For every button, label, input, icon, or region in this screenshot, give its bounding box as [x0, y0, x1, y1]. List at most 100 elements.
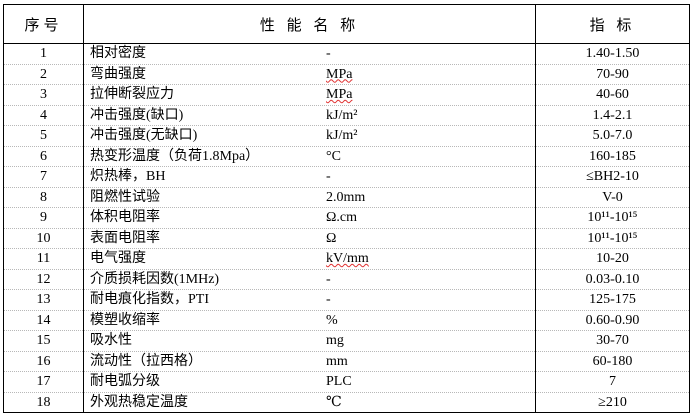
- property-name: 体积电阻率: [90, 210, 160, 226]
- property-name: 流动性（拉西格）: [90, 353, 202, 369]
- properties-table: 序号 性 能 名 称 指 标 1 相对密度 -1.40-1.50 2 弯曲强度 MPa 70…: [3, 4, 690, 413]
- property-unit: Ω.cm: [326, 210, 358, 225]
- row-number: 14: [3, 310, 84, 331]
- table-row: 17 耐电弧分级 PLC 7: [3, 371, 690, 393]
- table-row: 7 炽热棒，BH - ≤BH2-10: [3, 166, 690, 188]
- row-number: 1: [3, 43, 84, 65]
- property-value: 7: [535, 371, 690, 393]
- property-cell: 冲击强度(缺口) kJ/m²: [83, 105, 536, 126]
- property-unit: kJ/m²: [326, 128, 358, 143]
- property-value: 60-180: [535, 351, 690, 372]
- property-cell: 炽热棒，BH -: [83, 166, 536, 188]
- property-name: 冲击强度(缺口): [90, 107, 184, 123]
- table-row: 15 吸水性 mg 30-70: [3, 330, 690, 352]
- row-number: 3: [3, 84, 84, 106]
- row-number: 16: [3, 351, 84, 372]
- row-number: 11: [3, 248, 84, 270]
- row-number: 9: [3, 207, 84, 229]
- row-number: 4: [3, 105, 84, 126]
- property-value: ≤BH2-10: [535, 166, 690, 188]
- property-unit: 2.0mm: [326, 189, 366, 205]
- header-spec: 指 标: [535, 4, 690, 44]
- property-cell: 拉伸断裂应力 MPa: [83, 84, 536, 106]
- table-row: 11 电气强度 kV/mm 10-20: [3, 248, 690, 270]
- table-row: 1 相对密度 - 1.40-1.50: [3, 43, 690, 65]
- property-name: 阻燃性试验: [90, 189, 160, 205]
- row-number: 12: [3, 269, 84, 290]
- table-row: 16 流动性（拉西格） mm 60-180: [3, 351, 690, 372]
- property-value: 30-70: [535, 330, 690, 352]
- property-name: 表面电阻率: [90, 230, 160, 246]
- row-number: 5: [3, 125, 84, 147]
- property-name: 耐电弧分级: [90, 374, 160, 390]
- table-row: 12 介质损耗因数(1MHz) - 0.03-0.10: [3, 269, 690, 290]
- row-number: 13: [3, 289, 84, 311]
- property-unit: ℃: [326, 394, 342, 410]
- property-name: 拉伸断裂应力: [90, 87, 174, 103]
- property-cell: 耐电弧分级 PLC: [83, 371, 536, 393]
- property-cell: 外观热稳定温度 ℃: [83, 392, 536, 413]
- property-cell: 体积电阻率 Ω.cm: [83, 207, 536, 229]
- property-cell: 耐电痕化指数，PTI -: [83, 289, 536, 311]
- table-row: 14 模塑收缩率% 0.60-0.90: [3, 310, 690, 331]
- property-value: 1.4-2.1: [535, 105, 690, 126]
- property-value: 5.0-7.0: [535, 125, 690, 147]
- property-value: 10-20: [535, 248, 690, 270]
- property-name: 吸水性: [90, 333, 132, 349]
- property-cell: 介质损耗因数(1MHz) -: [83, 269, 536, 290]
- property-unit: -: [326, 271, 331, 287]
- property-unit: PLC: [326, 374, 352, 389]
- property-name: 炽热棒，BH: [90, 169, 166, 185]
- property-value: 70-90: [535, 64, 690, 85]
- property-unit: -: [326, 292, 331, 307]
- row-number: 18: [3, 392, 84, 413]
- property-value: 125-175: [535, 289, 690, 311]
- property-unit: °C: [326, 148, 341, 164]
- property-unit: mg: [326, 333, 344, 348]
- property-value: 0.03-0.10: [535, 269, 690, 290]
- property-unit: mm: [326, 353, 348, 369]
- row-number: 6: [3, 146, 84, 167]
- property-unit: kV/mm: [326, 251, 369, 266]
- property-unit: kJ/m²: [326, 107, 358, 123]
- table-row: 13 耐电痕化指数，PTI - 125-175: [3, 289, 690, 311]
- property-value: 160-185: [535, 146, 690, 167]
- property-value: V-0: [535, 187, 690, 208]
- table-row: 3 拉伸断裂应力 MPa 40-60: [3, 84, 690, 106]
- row-number: 8: [3, 187, 84, 208]
- property-unit: -: [326, 169, 331, 184]
- property-cell: 模塑收缩率%: [83, 310, 536, 331]
- property-value: 0.60-0.90: [535, 310, 690, 331]
- property-name: 耐电痕化指数，PTI: [90, 292, 209, 308]
- property-value: 10¹¹-10¹⁵: [535, 207, 690, 229]
- table-row: 5 冲击强度(无缺口) kJ/m² 5.0-7.0: [3, 125, 690, 147]
- property-cell: 热变形温度（负荷1.8Mpa） °C: [83, 146, 536, 167]
- property-name: 模塑收缩率: [90, 312, 160, 328]
- property-cell: 阻燃性试验 2.0mm: [83, 187, 536, 208]
- property-cell: 冲击强度(无缺口) kJ/m²: [83, 125, 536, 147]
- property-name: 热变形温度（负荷1.8Mpa）: [90, 148, 260, 164]
- row-number: 10: [3, 228, 84, 249]
- property-name: 冲击强度(无缺口): [90, 128, 198, 144]
- property-name: 弯曲强度: [90, 66, 146, 82]
- table-row: 8 阻燃性试验 2.0mm V-0: [3, 187, 690, 208]
- property-unit: MPa: [326, 66, 353, 82]
- property-value: 1.40-1.50: [535, 43, 690, 65]
- property-name: 相对密度: [90, 46, 146, 62]
- table-row: 4 冲击强度(缺口) kJ/m² 1.4-2.1: [3, 105, 690, 126]
- property-cell: 电气强度 kV/mm: [83, 248, 536, 270]
- property-name: 外观热稳定温度: [90, 394, 188, 410]
- property-unit: MPa: [326, 87, 353, 102]
- row-number: 7: [3, 166, 84, 188]
- row-number: 15: [3, 330, 84, 352]
- table-row: 9 体积电阻率 Ω.cm 10¹¹-10¹⁵: [3, 207, 690, 229]
- row-number: 17: [3, 371, 84, 393]
- property-cell: 流动性（拉西格） mm: [83, 351, 536, 372]
- table-row: 18 外观热稳定温度 ℃ ≥210: [3, 392, 690, 413]
- property-cell: 相对密度 -: [83, 43, 536, 65]
- table-row: 6 热变形温度（负荷1.8Mpa） °C 160-185: [3, 146, 690, 167]
- header-row: 序号 性 能 名 称 指 标: [3, 4, 690, 44]
- table-row: 10 表面电阻率 Ω 10¹¹-10¹⁵: [3, 228, 690, 249]
- property-unit: %: [326, 312, 338, 328]
- property-cell: 表面电阻率 Ω: [83, 228, 536, 249]
